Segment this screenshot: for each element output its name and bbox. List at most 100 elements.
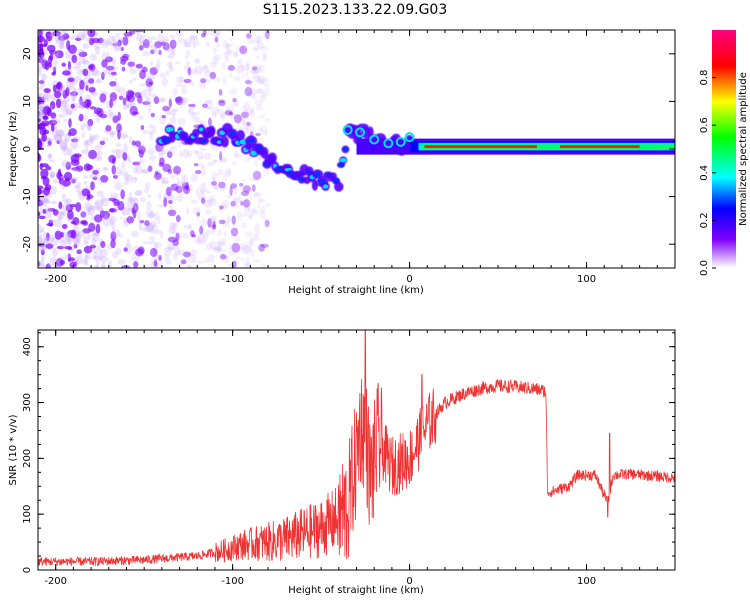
heatmap-track-core	[164, 137, 170, 143]
heatmap-noise-blob	[147, 148, 155, 156]
heatmap-noise-blob	[243, 261, 251, 268]
heatmap-noise-blob	[154, 229, 162, 235]
heatmap-noise-blob	[50, 200, 58, 205]
heatmap-noise-blob	[192, 43, 196, 50]
heatmap-noise-blob	[248, 248, 253, 252]
heatmap-noise-blob	[245, 241, 253, 249]
heatmap-noise-blob	[170, 221, 178, 229]
heatmap-noise-blob	[79, 99, 88, 108]
heatmap-noise-blob	[208, 217, 215, 221]
heatmap-noise-blob	[245, 60, 250, 71]
heatmap-noise-blob	[134, 30, 144, 33]
heatmap-noise-blob	[77, 63, 81, 68]
heatmap-noise-blob	[192, 102, 197, 109]
heatmap-noise-blob	[96, 245, 102, 250]
heatmap-noise-blob	[221, 199, 230, 209]
snr-ylabel: SNR (10 * v/v)	[8, 414, 19, 485]
heatmap-noise-blob	[160, 97, 165, 103]
heatmap-noise-blob	[122, 210, 126, 216]
heatmap-noise-blob	[114, 83, 121, 94]
heatmap-noise-blob	[122, 142, 129, 153]
heatmap-noise-blob	[116, 123, 122, 133]
heatmap-noise-blob	[38, 233, 43, 243]
heatmap-noise-blob	[184, 38, 192, 48]
heatmap-track-core	[322, 184, 329, 189]
heatmap-noise-blob	[101, 71, 105, 81]
heatmap-noise-blob	[138, 221, 143, 229]
heatmap-noise-blob	[225, 49, 233, 56]
heatmap-noise-blob	[82, 58, 89, 64]
heatmap-noise-blob	[107, 35, 115, 46]
heatmap-noise-blob	[161, 39, 169, 49]
heatmap-noise-blob	[228, 71, 233, 78]
heatmap-noise-blob	[161, 77, 169, 87]
heatmap-noise-blob	[154, 64, 160, 73]
heatmap-noise-blob	[257, 87, 263, 94]
heatmap-noise-blob	[173, 165, 182, 175]
heatmap-noise-blob	[144, 220, 150, 227]
heatmap-noise-blob	[260, 92, 266, 102]
heatmap-noise-blob	[38, 185, 44, 190]
heatmap-noise-blob	[236, 210, 243, 221]
heatmap-noise-blob	[66, 40, 71, 51]
heatmap-noise-blob	[123, 31, 133, 37]
heatmap-noise-blob	[212, 30, 220, 38]
heatmap-noise-blob	[82, 54, 86, 65]
heatmap-noise-blob	[149, 67, 158, 76]
heatmap-noise-blob	[109, 81, 117, 87]
heatmap-noise-blob	[59, 35, 67, 42]
heatmap-noise-blob	[167, 168, 172, 174]
heatmap-noise-blob	[257, 68, 261, 73]
heatmap-noise-blob	[147, 104, 152, 114]
heatmap-noise-blob	[100, 195, 105, 203]
heatmap-noise-blob	[38, 109, 45, 118]
heatmap-noise-blob	[122, 36, 129, 46]
heatmap-noise-blob	[246, 121, 251, 126]
heatmap-noise-blob	[241, 105, 247, 113]
heatmap-noise-blob	[82, 68, 89, 77]
heatmap-noise-blob	[235, 97, 239, 107]
heatmap-noise-blob	[139, 196, 146, 203]
heatmap-noise-blob	[86, 164, 94, 171]
heatmap-noise-blob	[38, 224, 42, 229]
heatmap-noise-blob	[124, 104, 133, 108]
heatmap-noise-blob	[204, 209, 212, 215]
spectrogram-ylabel: Frequency (Hz)	[8, 111, 19, 187]
heatmap-noise-blob	[102, 51, 106, 60]
heatmap-noise-blob	[234, 67, 239, 72]
heatmap-noise-blob	[175, 83, 183, 87]
heatmap-noise-blob	[242, 186, 250, 195]
heatmap-track-blob	[236, 129, 246, 141]
heatmap-noise-blob	[129, 191, 133, 202]
heatmap-noise-blob	[198, 80, 207, 90]
heatmap-noise-blob	[46, 31, 53, 42]
heatmap-noise-blob	[213, 246, 223, 251]
heatmap-noise-blob	[72, 65, 81, 70]
heatmap-noise-blob	[239, 242, 246, 251]
heatmap-noise-blob	[252, 177, 258, 182]
heatmap-noise-blob	[177, 141, 183, 148]
heatmap-noise-blob	[75, 233, 80, 243]
heatmap-noise-blob	[91, 255, 100, 260]
heatmap-noise-blob	[190, 68, 197, 75]
heatmap-noise-blob	[61, 70, 71, 76]
heatmap-noise-blob	[134, 93, 139, 102]
heatmap-noise-blob	[265, 202, 271, 208]
heatmap-noise-blob	[241, 74, 245, 79]
heatmap-noise-blob	[44, 207, 53, 213]
heatmap-noise-blob	[128, 66, 133, 70]
heatmap-noise-blob	[226, 194, 233, 198]
heatmap-noise-blob	[138, 115, 144, 121]
heatmap-noise-blob	[197, 192, 206, 202]
heatmap-noise-blob	[140, 143, 145, 153]
heatmap-noise-blob	[244, 110, 250, 120]
heatmap-noise-blob	[46, 137, 53, 142]
heatmap-noise-blob	[203, 152, 212, 160]
heatmap-noise-blob	[153, 259, 158, 267]
heatmap-noise-blob	[199, 225, 204, 235]
heatmap-noise-blob	[47, 61, 52, 68]
heatmap-noise-blob	[168, 226, 176, 234]
heatmap-noise-blob	[40, 255, 45, 263]
heatmap-noise-blob	[156, 59, 161, 68]
heatmap-noise-blob	[61, 223, 68, 230]
